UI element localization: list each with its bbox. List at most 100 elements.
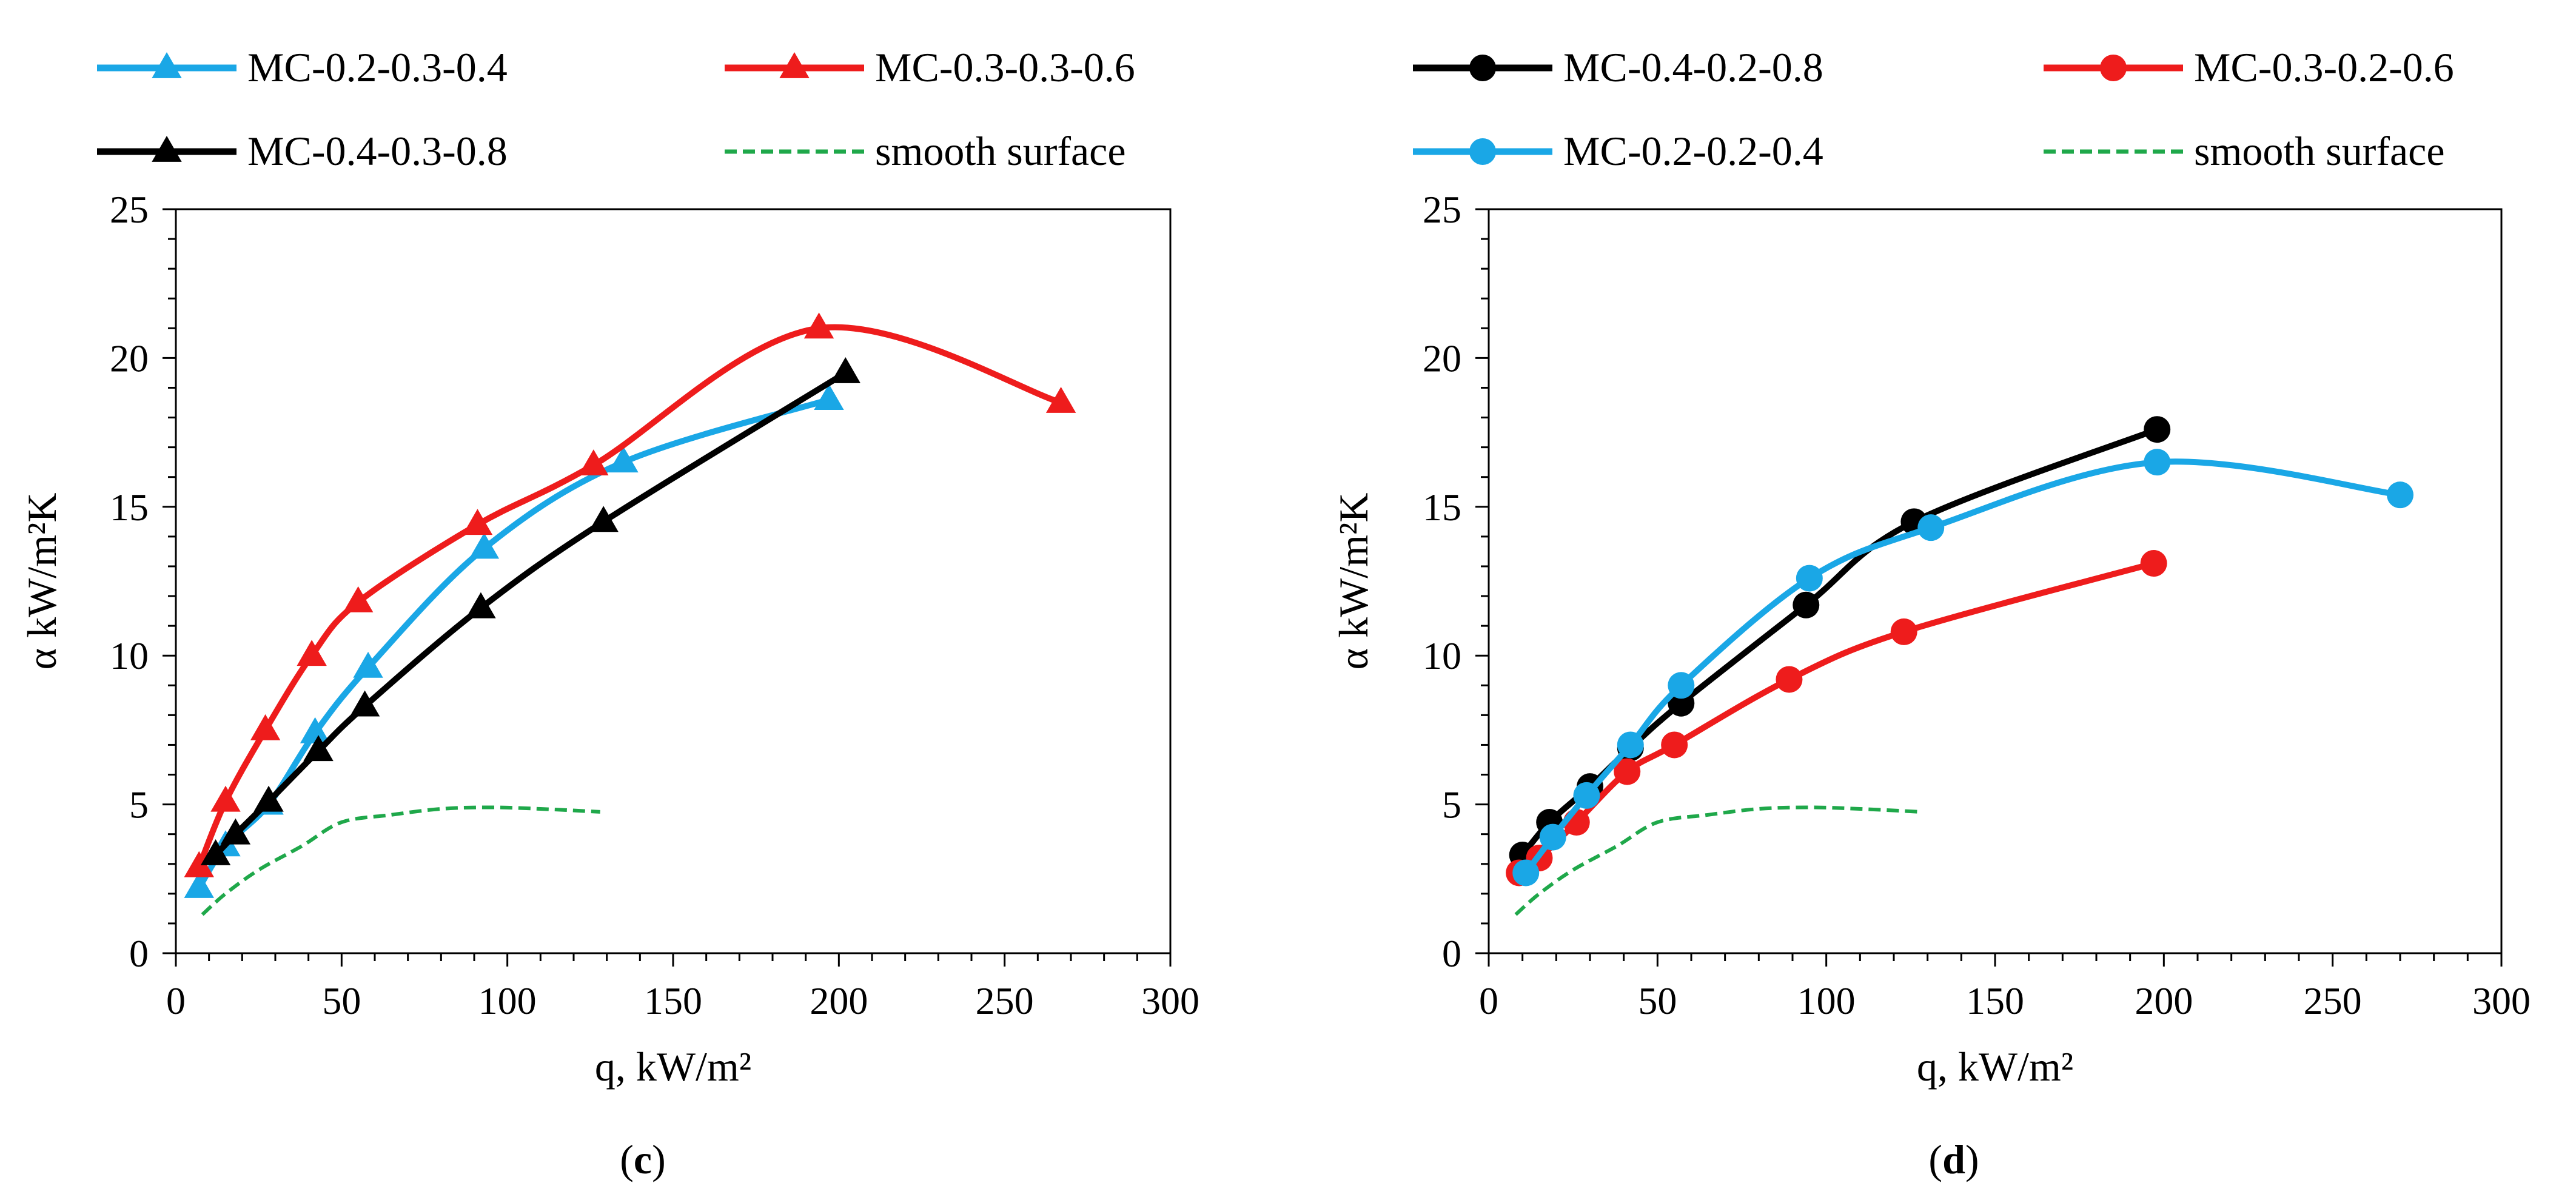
data-point [466,592,496,618]
data-point [608,446,639,473]
legend-entry: smooth surface [725,128,1126,174]
y-tick-label: 0 [1442,932,1461,975]
legend-label: MC-0.3-0.3-0.6 [875,44,1135,90]
data-point [220,818,251,845]
legend-entry: MC-0.3-0.2-0.6 [2044,44,2454,90]
x-tick-label: 100 [478,979,537,1022]
data-point [250,714,281,740]
data-point [1512,859,1540,887]
data-point [349,690,380,717]
legend-swatch-marker [1469,55,1496,81]
legend-entry: MC-0.2-0.2-0.4 [1413,128,1823,174]
legend-label: MC-0.3-0.2-0.6 [2194,44,2454,90]
data-point [579,449,609,475]
x-tick-label: 0 [1479,979,1498,1022]
legend-label: smooth surface [875,128,1126,174]
series-smooth-surface [201,805,600,916]
x-tick-label: 250 [2304,979,2362,1022]
legend-label: MC-0.4-0.3-0.8 [247,128,508,174]
series-mc-0-4-0-3-0-8 [200,357,860,865]
series-mc-0-2-0-2-0-4 [1512,449,2413,887]
x-tick-label: 0 [166,979,186,1022]
x-tick-label: 200 [2135,979,2193,1022]
legend-label: MC-0.2-0.3-0.4 [247,44,508,90]
legend-swatch-marker [152,136,182,162]
legend-entry: MC-0.2-0.3-0.4 [97,44,508,90]
y-axis-label: α kW/m²K [19,492,65,669]
x-tick-label: 100 [1797,979,1856,1022]
panel-label: (c) [620,1136,666,1182]
y-tick-label: 25 [110,188,149,231]
data-point [1890,618,1917,645]
data-point [1614,758,1641,785]
data-point [462,509,493,535]
x-tick-label: 200 [810,979,868,1022]
data-point [1539,823,1566,851]
y-tick-label: 0 [129,932,149,975]
data-point [300,717,330,743]
data-point [469,532,500,559]
data-point [200,839,231,865]
data-point [210,785,241,812]
data-point [2144,416,2171,443]
x-tick-label: 250 [976,979,1034,1022]
y-tick-label: 10 [110,634,149,677]
data-point [814,384,844,411]
legend-swatch-marker [1469,138,1496,165]
x-tick-label: 300 [1141,979,1199,1022]
legend-entry: MC-0.3-0.3-0.6 [725,44,1135,90]
legend-entry: smooth surface [2044,128,2445,174]
y-tick-label: 20 [110,337,149,380]
y-axis-label: α kW/m²K [1330,492,1377,669]
y-tick-label: 15 [110,486,149,529]
x-tick-label: 50 [322,979,361,1022]
data-point [1617,731,1644,759]
data-point [1661,731,1688,759]
legend-label: MC-0.2-0.2-0.4 [1563,128,1823,174]
legend-swatch-marker [152,52,182,78]
data-point [184,851,214,877]
x-axis-label: q, kW/m² [1917,1044,2073,1090]
data-point [1045,387,1076,413]
x-tick-label: 50 [1638,979,1677,1022]
data-point [1917,514,1945,541]
data-point [1668,672,1695,699]
data-point [1796,565,1823,592]
y-tick-label: 5 [1442,783,1461,826]
series-smooth-surface [1514,805,1921,916]
data-point [588,506,619,532]
y-tick-label: 15 [1423,486,1461,529]
data-point [830,357,860,383]
data-point [303,735,334,762]
series-mc-0-3-0-3-0-6 [184,312,1076,877]
data-point [1573,782,1600,809]
data-point [343,586,374,612]
legend-label: MC-0.4-0.2-0.8 [1563,44,1823,90]
y-tick-label: 5 [129,783,149,826]
y-tick-label: 20 [1423,337,1461,380]
x-tick-label: 150 [644,979,702,1022]
series-line [1514,805,1921,916]
chart-panel-d: MC-0.4-0.2-0.8 MC-0.3-0.2-0.6 MC-0.2-0.2-0… [1330,44,2531,1182]
legend-swatch-marker [2100,55,2127,81]
data-point [2140,550,2167,577]
data-point [2144,449,2171,476]
x-tick-label: 300 [2472,979,2531,1022]
data-point [184,872,214,898]
data-point [297,640,327,666]
x-tick-label: 150 [1966,979,2024,1022]
data-point [253,785,284,812]
data-point [353,651,383,678]
data-point [1793,591,1820,618]
data-point [2387,481,2413,509]
data-point [803,312,834,339]
legend-entry: MC-0.4-0.2-0.8 [1413,44,1823,90]
series-line [1520,426,2158,857]
legend-label: smooth surface [2194,128,2445,174]
legend-entry: MC-0.4-0.3-0.8 [97,128,508,174]
y-tick-label: 25 [1423,188,1461,231]
series-line [201,805,600,916]
legend-swatch-marker [779,52,810,78]
data-point [1776,666,1803,693]
